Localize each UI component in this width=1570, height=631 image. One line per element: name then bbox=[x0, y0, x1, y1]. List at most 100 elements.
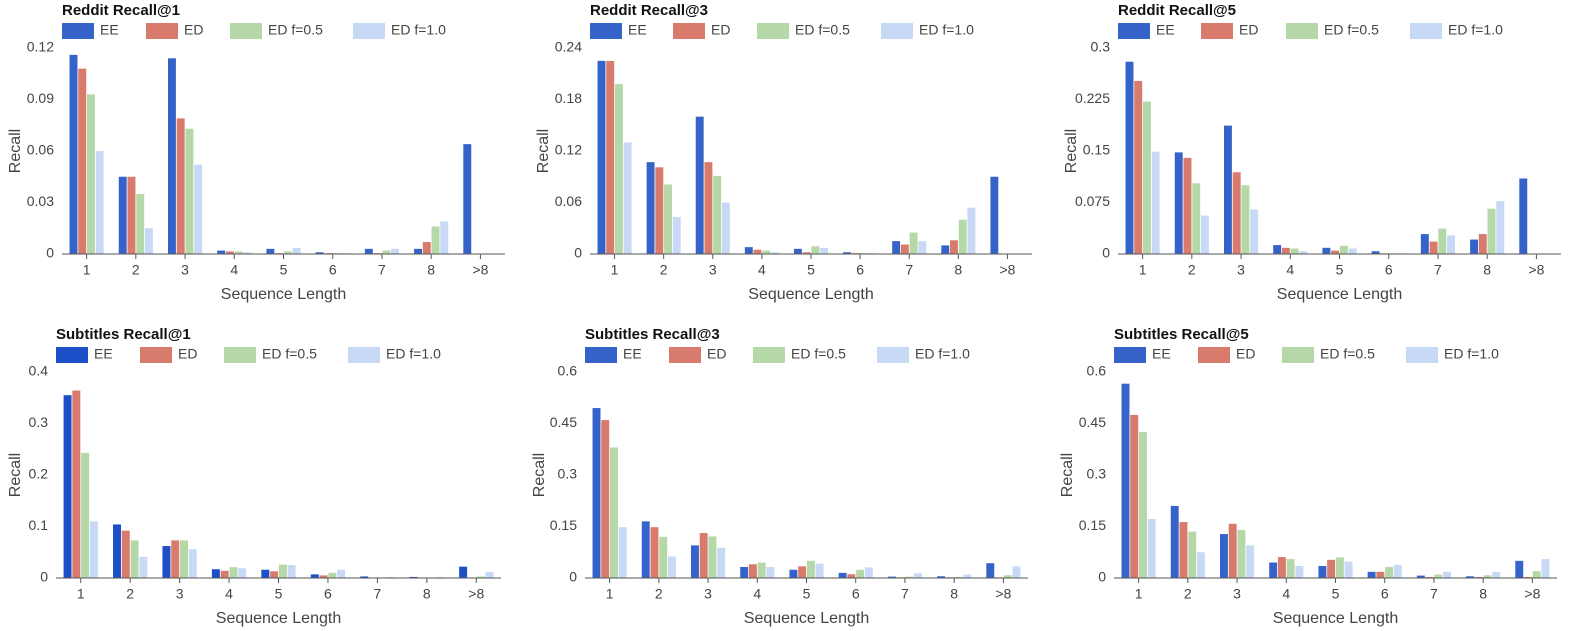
bar bbox=[806, 560, 815, 578]
x-tick-label: 6 bbox=[1385, 262, 1393, 278]
x-tick-label: >8 bbox=[1524, 586, 1540, 602]
legend-swatch-ee bbox=[590, 23, 622, 39]
legend-label: ED f=0.5 bbox=[791, 346, 846, 362]
chart-panel-4: Subtitles Recall@1 EE ED ED f=0.5 ED f=1.0 0 0… bbox=[7, 326, 501, 627]
chart-title: Subtitles Recall@3 bbox=[585, 326, 720, 343]
x-axis-label: Sequence Length bbox=[1273, 610, 1398, 627]
bar bbox=[704, 162, 713, 254]
bar bbox=[382, 250, 391, 254]
bar bbox=[1335, 557, 1344, 578]
bar bbox=[766, 567, 775, 578]
bar bbox=[1196, 552, 1205, 578]
x-tick-label: 2 bbox=[1188, 262, 1196, 278]
x-tick-label: >8 bbox=[995, 586, 1011, 602]
bar bbox=[1188, 531, 1197, 578]
x-axis-label: Sequence Length bbox=[221, 286, 346, 303]
x-tick-label: 4 bbox=[230, 262, 238, 278]
bar bbox=[229, 567, 238, 578]
y-tick-label: 0.6 bbox=[1087, 363, 1107, 379]
bar bbox=[1367, 571, 1376, 578]
legend-swatch-ed-f-1-0 bbox=[1406, 347, 1438, 363]
bar bbox=[1447, 235, 1456, 254]
bar bbox=[287, 565, 296, 578]
bar bbox=[243, 252, 252, 254]
x-tick-label: 7 bbox=[905, 262, 913, 278]
bar bbox=[270, 571, 279, 578]
x-tick-label: 6 bbox=[329, 262, 337, 278]
bar bbox=[918, 241, 927, 254]
bar bbox=[601, 420, 610, 578]
bar bbox=[1438, 228, 1447, 254]
legend-swatch-ee bbox=[1118, 23, 1150, 39]
bar bbox=[315, 252, 324, 254]
chart-title: Reddit Recall@3 bbox=[590, 2, 708, 19]
bar bbox=[234, 251, 243, 254]
bar bbox=[892, 241, 901, 254]
y-tick-label: 0 bbox=[40, 569, 48, 585]
bar bbox=[391, 248, 400, 254]
bar bbox=[843, 252, 851, 254]
x-tick-label: >8 bbox=[472, 262, 488, 278]
bar bbox=[337, 569, 346, 578]
bar bbox=[1385, 567, 1394, 578]
legend-swatch-ed-f-0-5 bbox=[1286, 23, 1318, 39]
legend-label: ED f=1.0 bbox=[915, 346, 970, 362]
bar bbox=[937, 576, 946, 578]
chart-title: Subtitles Recall@5 bbox=[1114, 326, 1249, 343]
y-tick-label: 0.06 bbox=[555, 193, 582, 209]
x-tick-label: 6 bbox=[1381, 586, 1389, 602]
bar bbox=[364, 248, 373, 254]
bar bbox=[708, 536, 717, 578]
x-tick-label: 4 bbox=[1286, 262, 1294, 278]
legend-label: ED f=0.5 bbox=[262, 346, 317, 362]
y-tick-label: 0.1 bbox=[29, 517, 49, 533]
x-tick-label: 2 bbox=[1184, 586, 1192, 602]
legend-label: EE bbox=[100, 22, 119, 38]
chart-title: Subtitles Recall@1 bbox=[56, 326, 191, 343]
x-tick-label: 1 bbox=[606, 586, 614, 602]
x-tick-label: 8 bbox=[954, 262, 962, 278]
bar bbox=[414, 248, 423, 254]
x-tick-label: 1 bbox=[611, 262, 619, 278]
x-tick-label: 7 bbox=[901, 586, 909, 602]
bar bbox=[1519, 178, 1528, 254]
legend-swatch-ee bbox=[1114, 347, 1146, 363]
y-tick-label: 0.3 bbox=[558, 466, 578, 482]
legend-swatch-ee bbox=[62, 23, 94, 39]
bar bbox=[1237, 529, 1246, 578]
legend-swatch-ed-f-1-0 bbox=[877, 347, 909, 363]
bar bbox=[431, 226, 440, 254]
legend-label: ED bbox=[1239, 22, 1258, 38]
bar bbox=[144, 228, 153, 254]
legend-swatch-ed-f-0-5 bbox=[753, 347, 785, 363]
bar bbox=[319, 575, 328, 578]
bar bbox=[1376, 571, 1385, 578]
bar bbox=[1322, 247, 1331, 254]
x-tick-label: 3 bbox=[1237, 262, 1245, 278]
bar bbox=[188, 549, 197, 578]
y-tick-label: 0.18 bbox=[555, 90, 582, 106]
bar bbox=[310, 574, 319, 578]
bar bbox=[847, 574, 856, 578]
bar bbox=[1281, 247, 1290, 254]
y-tick-label: 0.15 bbox=[1079, 517, 1106, 533]
x-tick-label: 8 bbox=[427, 262, 435, 278]
legend-swatch-ed bbox=[1198, 347, 1230, 363]
bar bbox=[815, 563, 824, 578]
bar bbox=[162, 546, 171, 578]
bar bbox=[1466, 576, 1475, 578]
legend-swatch-ed bbox=[673, 23, 705, 39]
x-tick-label: 6 bbox=[324, 586, 332, 602]
x-axis-label: Sequence Length bbox=[216, 610, 341, 627]
x-tick-label: 5 bbox=[1336, 262, 1344, 278]
y-axis-label: Recall bbox=[1059, 453, 1076, 497]
legend-swatch-ed-f-1-0 bbox=[353, 23, 385, 39]
x-tick-label: 1 bbox=[1135, 586, 1143, 602]
bar bbox=[1515, 560, 1524, 578]
bar bbox=[762, 250, 771, 254]
legend-swatch-ed-f-1-0 bbox=[1410, 23, 1442, 39]
y-tick-label: 0 bbox=[1102, 245, 1110, 261]
bar bbox=[278, 564, 287, 578]
legend-label: ED bbox=[178, 346, 197, 362]
y-tick-label: 0.15 bbox=[1083, 142, 1110, 158]
